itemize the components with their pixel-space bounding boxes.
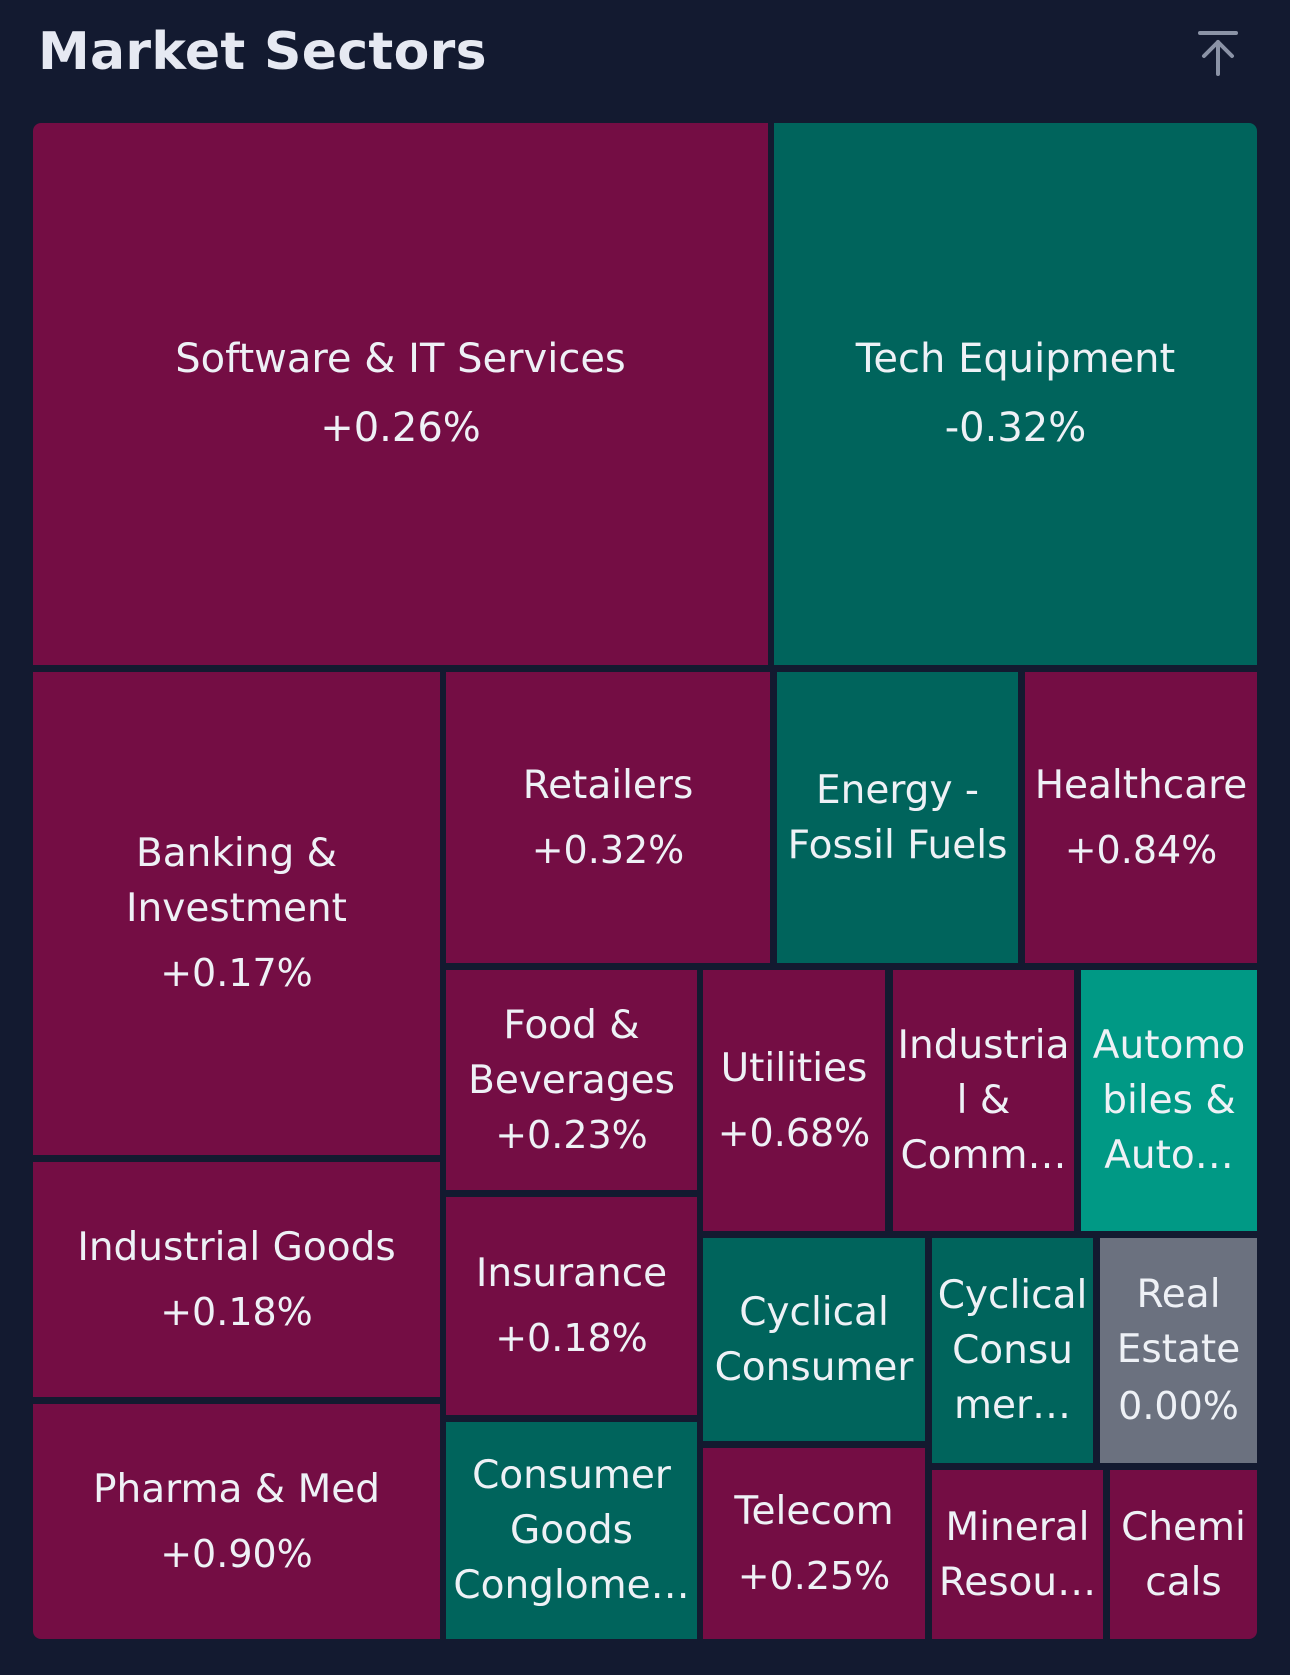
sector-name: Food & Beverages xyxy=(468,1002,675,1103)
sector-tile-telecom[interactable]: Telecom +0.25% xyxy=(703,1448,925,1639)
sector-tile-tech-equipment[interactable]: Tech Equipment -0.32% xyxy=(774,123,1257,665)
arrow-up-to-line-icon xyxy=(1198,31,1238,76)
sector-name: Cyclical Consu mer… xyxy=(937,1273,1088,1428)
sector-change: +0.32% xyxy=(531,827,685,872)
sector-tile-retailers[interactable]: Retailers +0.32% xyxy=(446,672,770,963)
sector-name: Insurance xyxy=(475,1251,668,1296)
sector-change: 0.00% xyxy=(1118,1384,1239,1428)
sector-name: Industria l & Comm… xyxy=(897,1023,1070,1178)
sector-change: +0.84% xyxy=(1064,827,1218,872)
sector-tile-consumer-goods[interactable]: Consumer Goods Conglome… xyxy=(446,1422,697,1639)
sector-name: Automo biles & Auto… xyxy=(1092,1023,1246,1178)
sector-name: Banking & Investment xyxy=(126,831,347,931)
sector-name: Telecom xyxy=(734,1488,894,1534)
sector-tile-healthcare[interactable]: Healthcare +0.84% xyxy=(1025,672,1257,963)
sector-name: Chemi cals xyxy=(1121,1504,1246,1605)
sector-change: -0.32% xyxy=(944,405,1087,451)
sector-change: +0.90% xyxy=(160,1531,313,1576)
sector-change: +0.23% xyxy=(495,1112,648,1157)
sector-change: +0.26% xyxy=(320,405,481,451)
sector-change: +0.68% xyxy=(717,1110,871,1155)
sector-tile-cyclical-consumer[interactable]: Cyclical Consumer xyxy=(703,1238,925,1441)
sector-name: Real Estate xyxy=(1116,1272,1241,1372)
sector-tile-automobiles[interactable]: Automo biles & Auto… xyxy=(1081,970,1257,1231)
page-title: Market Sectors xyxy=(38,22,487,82)
sector-name: Mineral Resou… xyxy=(938,1504,1097,1605)
sector-name: Pharma & Med xyxy=(93,1466,380,1512)
sector-change: +0.25% xyxy=(737,1553,891,1598)
sector-tile-chemicals[interactable]: Chemi cals xyxy=(1110,1470,1257,1639)
sector-tile-cyclical-consumer-2[interactable]: Cyclical Consu mer… xyxy=(932,1238,1093,1463)
sector-name: Retailers xyxy=(522,762,694,808)
sector-name: Healthcare xyxy=(1034,762,1248,808)
sector-tile-industrial-commercial[interactable]: Industria l & Comm… xyxy=(893,970,1074,1231)
sector-name: Cyclical Consumer xyxy=(714,1289,914,1390)
sector-tile-banking[interactable]: Banking & Investment +0.17% xyxy=(33,672,440,1155)
sector-change: +0.17% xyxy=(160,951,313,995)
sector-tile-real-estate[interactable]: Real Estate 0.00% xyxy=(1100,1238,1257,1463)
sector-tile-pharma[interactable]: Pharma & Med +0.90% xyxy=(33,1404,440,1639)
sector-tile-industrial-goods[interactable]: Industrial Goods +0.18% xyxy=(33,1162,440,1397)
scroll-to-top-button[interactable] xyxy=(1190,28,1246,80)
sector-tile-insurance[interactable]: Insurance +0.18% xyxy=(446,1197,697,1415)
sector-name: Energy - Fossil Fuels xyxy=(787,767,1008,868)
sector-tile-utilities[interactable]: Utilities +0.68% xyxy=(703,970,885,1231)
sector-name: Consumer Goods Conglome… xyxy=(453,1453,690,1608)
sector-name: Software & IT Services xyxy=(175,336,626,382)
sector-change: +0.18% xyxy=(160,1289,313,1334)
sector-name: Utilities xyxy=(720,1045,868,1091)
sector-tile-energy[interactable]: Energy - Fossil Fuels xyxy=(777,672,1018,963)
sector-name: Industrial Goods xyxy=(77,1224,396,1270)
sector-name: Tech Equipment xyxy=(855,336,1176,382)
sector-tile-software[interactable]: Software & IT Services +0.26% xyxy=(33,123,768,665)
sector-change: +0.18% xyxy=(495,1316,648,1360)
sector-tile-food[interactable]: Food & Beverages +0.23% xyxy=(446,970,697,1190)
sector-tile-mineral-resources[interactable]: Mineral Resou… xyxy=(932,1470,1103,1639)
